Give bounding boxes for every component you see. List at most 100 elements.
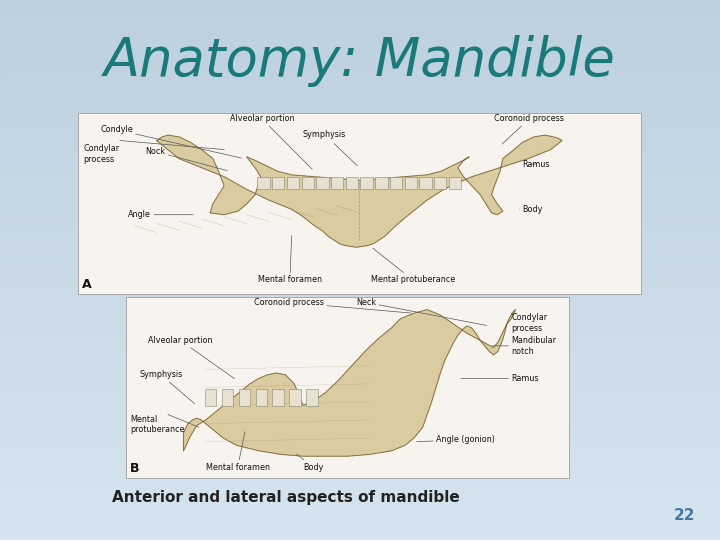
Bar bbox=[0, 0, 720, 4]
Bar bbox=[0, 216, 720, 220]
Text: Alveolar portion: Alveolar portion bbox=[148, 336, 235, 379]
Bar bbox=[405, 177, 417, 190]
Bar bbox=[0, 108, 720, 112]
Bar bbox=[0, 9, 720, 14]
Bar bbox=[0, 94, 720, 99]
Text: Neck: Neck bbox=[356, 298, 487, 326]
Bar bbox=[0, 401, 720, 405]
Bar bbox=[0, 14, 720, 18]
Bar bbox=[289, 389, 300, 406]
Bar bbox=[0, 328, 720, 333]
Bar bbox=[0, 315, 720, 320]
Bar bbox=[0, 472, 720, 477]
Bar bbox=[204, 389, 216, 406]
Bar bbox=[0, 288, 720, 293]
Bar bbox=[0, 239, 720, 243]
Bar bbox=[0, 99, 720, 104]
Bar bbox=[0, 441, 720, 445]
Bar bbox=[0, 256, 720, 261]
Bar bbox=[0, 176, 720, 180]
Bar bbox=[0, 531, 720, 536]
Bar bbox=[307, 389, 318, 406]
Bar bbox=[0, 486, 720, 490]
Bar bbox=[0, 162, 720, 166]
Text: Alveolar portion: Alveolar portion bbox=[230, 114, 312, 170]
Bar bbox=[272, 177, 284, 190]
Text: Anatomy: Mandible: Anatomy: Mandible bbox=[104, 35, 616, 87]
Bar bbox=[0, 517, 720, 522]
Bar bbox=[0, 459, 720, 463]
Bar bbox=[0, 54, 720, 58]
Bar bbox=[0, 320, 720, 324]
Text: Ramus: Ramus bbox=[461, 374, 539, 383]
Bar bbox=[0, 418, 720, 423]
Bar bbox=[0, 392, 720, 396]
Bar bbox=[0, 158, 720, 162]
Bar bbox=[126, 297, 569, 478]
Text: Symphysis: Symphysis bbox=[139, 370, 194, 404]
Bar bbox=[257, 177, 270, 190]
Bar bbox=[0, 369, 720, 374]
Bar bbox=[0, 504, 720, 509]
Bar bbox=[0, 230, 720, 234]
Text: 22: 22 bbox=[673, 508, 695, 523]
Bar bbox=[0, 270, 720, 274]
Bar bbox=[449, 177, 462, 190]
Bar bbox=[0, 166, 720, 171]
Bar bbox=[78, 113, 641, 294]
Bar bbox=[0, 117, 720, 122]
Bar bbox=[0, 522, 720, 526]
Bar bbox=[0, 378, 720, 382]
Bar bbox=[0, 180, 720, 185]
Bar bbox=[0, 279, 720, 284]
Bar bbox=[0, 27, 720, 31]
Bar bbox=[0, 18, 720, 23]
Bar bbox=[0, 220, 720, 225]
Bar bbox=[0, 225, 720, 229]
Bar bbox=[0, 274, 720, 279]
Text: Coronoid process: Coronoid process bbox=[254, 298, 411, 313]
Bar bbox=[0, 436, 720, 441]
Bar bbox=[419, 177, 432, 190]
Text: Symphysis: Symphysis bbox=[303, 130, 357, 166]
Bar bbox=[0, 81, 720, 85]
Bar bbox=[0, 455, 720, 459]
Bar bbox=[0, 536, 720, 540]
Text: Mental foramen: Mental foramen bbox=[206, 432, 270, 471]
Bar bbox=[0, 374, 720, 378]
Bar bbox=[0, 243, 720, 247]
Text: Body: Body bbox=[520, 205, 543, 214]
Bar bbox=[302, 177, 314, 190]
Bar bbox=[0, 477, 720, 482]
Bar bbox=[0, 72, 720, 77]
Bar bbox=[0, 396, 720, 401]
Bar bbox=[0, 338, 720, 342]
Bar bbox=[0, 112, 720, 117]
Bar bbox=[0, 185, 720, 189]
Bar bbox=[0, 171, 720, 176]
Text: Ramus: Ramus bbox=[523, 159, 550, 168]
Bar bbox=[0, 104, 720, 108]
Bar bbox=[0, 122, 720, 126]
Bar bbox=[0, 495, 720, 500]
Bar bbox=[0, 234, 720, 239]
Text: Nock: Nock bbox=[145, 147, 227, 171]
Bar bbox=[0, 207, 720, 212]
Bar bbox=[0, 90, 720, 94]
Bar bbox=[0, 193, 720, 198]
Bar bbox=[0, 428, 720, 432]
Text: Condylar
process: Condylar process bbox=[511, 313, 547, 333]
Bar bbox=[0, 463, 720, 468]
Bar bbox=[0, 68, 720, 72]
Text: A: A bbox=[82, 278, 91, 291]
Bar bbox=[0, 139, 720, 144]
Bar bbox=[0, 198, 720, 202]
Bar bbox=[0, 482, 720, 486]
Bar bbox=[0, 50, 720, 54]
Bar bbox=[0, 324, 720, 328]
Bar bbox=[0, 4, 720, 9]
Bar bbox=[0, 446, 720, 450]
Bar bbox=[0, 45, 720, 50]
Text: Condylar
process: Condylar process bbox=[84, 144, 120, 164]
Bar bbox=[346, 177, 358, 190]
